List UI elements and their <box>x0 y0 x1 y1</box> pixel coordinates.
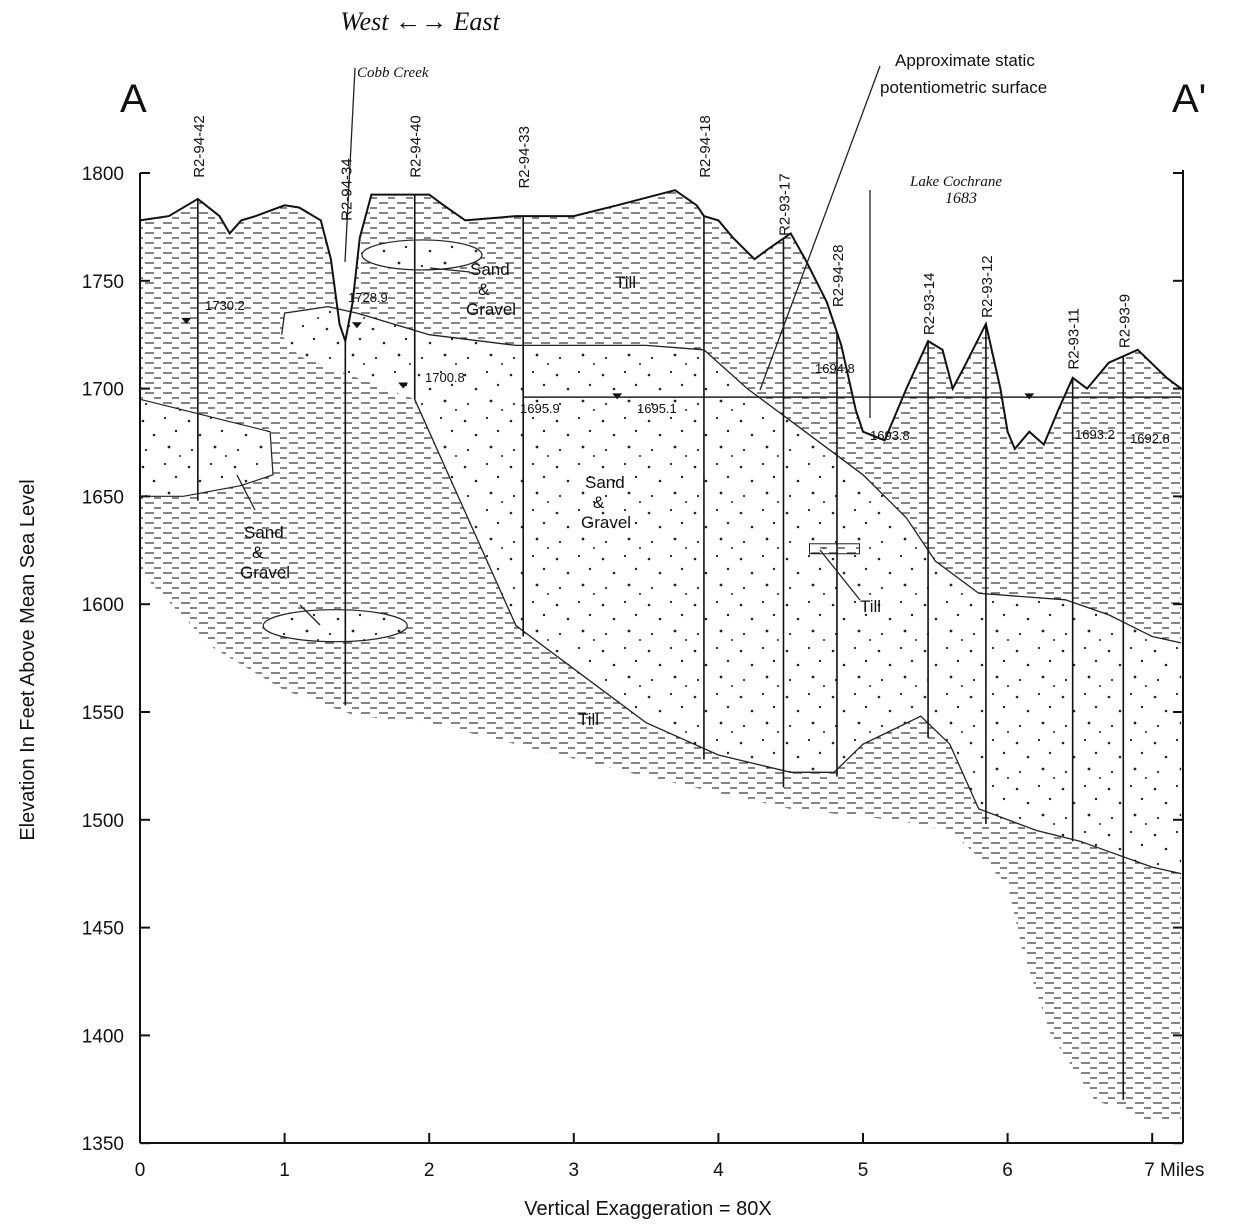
well-label: R2-93-11 <box>1066 308 1083 369</box>
water-level-symbol <box>351 322 362 329</box>
water-level: 1693.2 <box>1075 427 1115 442</box>
sand-lens <box>140 399 273 497</box>
y-tick-label: 1550 <box>82 703 124 724</box>
y-tick-label: 1750 <box>82 272 124 293</box>
well-label: R2-94-33 <box>516 126 533 189</box>
well-label: R2-93-14 <box>921 273 938 336</box>
leader <box>759 65 881 391</box>
water-level: 1694.8 <box>815 361 855 376</box>
y-tick-label: 1700 <box>82 380 124 401</box>
unit-label: Gravel <box>466 300 516 319</box>
surface-label: Approximate static <box>895 51 1035 70</box>
section-end: A' <box>1172 77 1206 121</box>
well-label: R2-94-18 <box>697 115 714 178</box>
y-tick-label: 1800 <box>82 164 124 185</box>
x-tick-label: 2 <box>424 1160 435 1181</box>
well-label: R2-94-34 <box>338 158 355 221</box>
y-tick-label: 1350 <box>82 1134 124 1155</box>
well-label: R2-93-9 <box>1116 294 1133 348</box>
leader <box>819 549 861 601</box>
y-axis-label: Elevation In Feet Above Mean Sea Level <box>17 479 39 840</box>
unit-label: Till <box>578 710 599 729</box>
x-tick-label: 3 <box>569 1160 580 1181</box>
creek-label: Cobb Creek <box>357 65 429 81</box>
water-level-symbol <box>398 382 409 389</box>
unit-label: & <box>252 543 264 562</box>
well-label: R2-94-42 <box>191 115 208 178</box>
unit-label: Sand <box>470 260 510 279</box>
water-level: 1695.1 <box>637 401 677 416</box>
x-tick-label: 5 <box>858 1160 869 1181</box>
water-level: 1692.8 <box>1130 431 1170 446</box>
land-surface <box>139 189 1182 451</box>
leader <box>236 474 256 511</box>
lake-level: 1683 <box>945 190 977 207</box>
water-level: 1700.8 <box>425 370 465 385</box>
y-tick-label: 1400 <box>82 1026 124 1047</box>
x-axis-label: Vertical Exaggeration = 80X <box>524 1198 771 1220</box>
surface-label: potentiometric surface <box>880 78 1047 97</box>
direction: West ←→ East <box>340 7 500 36</box>
water-level: 1693.8 <box>870 428 910 443</box>
y-tick-label: 1450 <box>82 919 124 940</box>
unit-label: & <box>593 493 605 512</box>
y-tick-label: 1650 <box>82 487 124 508</box>
water-level-symbol <box>1024 393 1035 400</box>
till-boundary <box>414 399 1182 875</box>
sand-lens <box>361 239 482 270</box>
unit-label: Gravel <box>581 513 631 532</box>
well-label: R2-94-28 <box>830 245 847 308</box>
till-lens <box>808 543 860 555</box>
well-label: R2-93-17 <box>776 173 793 236</box>
unit-label: Gravel <box>240 563 290 582</box>
leader <box>344 67 356 263</box>
sand-body <box>281 306 1182 874</box>
y-tick-label: 1500 <box>82 811 124 832</box>
leader <box>299 604 321 626</box>
x-tick-label: 0 <box>135 1160 146 1181</box>
x-tick-label: 1 <box>279 1160 290 1181</box>
unit-label: Till <box>615 273 636 292</box>
section-start: A <box>120 77 147 121</box>
well-label: R2-94-40 <box>408 115 425 178</box>
water-level: 1728.9 <box>348 290 388 305</box>
unit-label: Sand <box>244 523 284 542</box>
unit-label: & <box>478 280 490 299</box>
unit-label: Sand <box>585 473 625 492</box>
y-tick-label: 1600 <box>82 595 124 616</box>
x-tick-label: 7 Miles <box>1144 1160 1204 1181</box>
lake-label: Lake Cochrane <box>909 174 1002 190</box>
x-tick-label: 6 <box>1002 1160 1013 1181</box>
water-level-symbol <box>181 317 192 324</box>
sand-lens <box>263 609 408 642</box>
water-level: 1695.9 <box>520 401 560 416</box>
well-label: R2-93-12 <box>979 255 996 318</box>
unit-label: Till <box>860 597 881 616</box>
x-tick-label: 4 <box>713 1160 724 1181</box>
water-level-symbol <box>612 393 623 400</box>
leader <box>429 267 471 273</box>
water-level: 1730.2 <box>205 298 245 313</box>
